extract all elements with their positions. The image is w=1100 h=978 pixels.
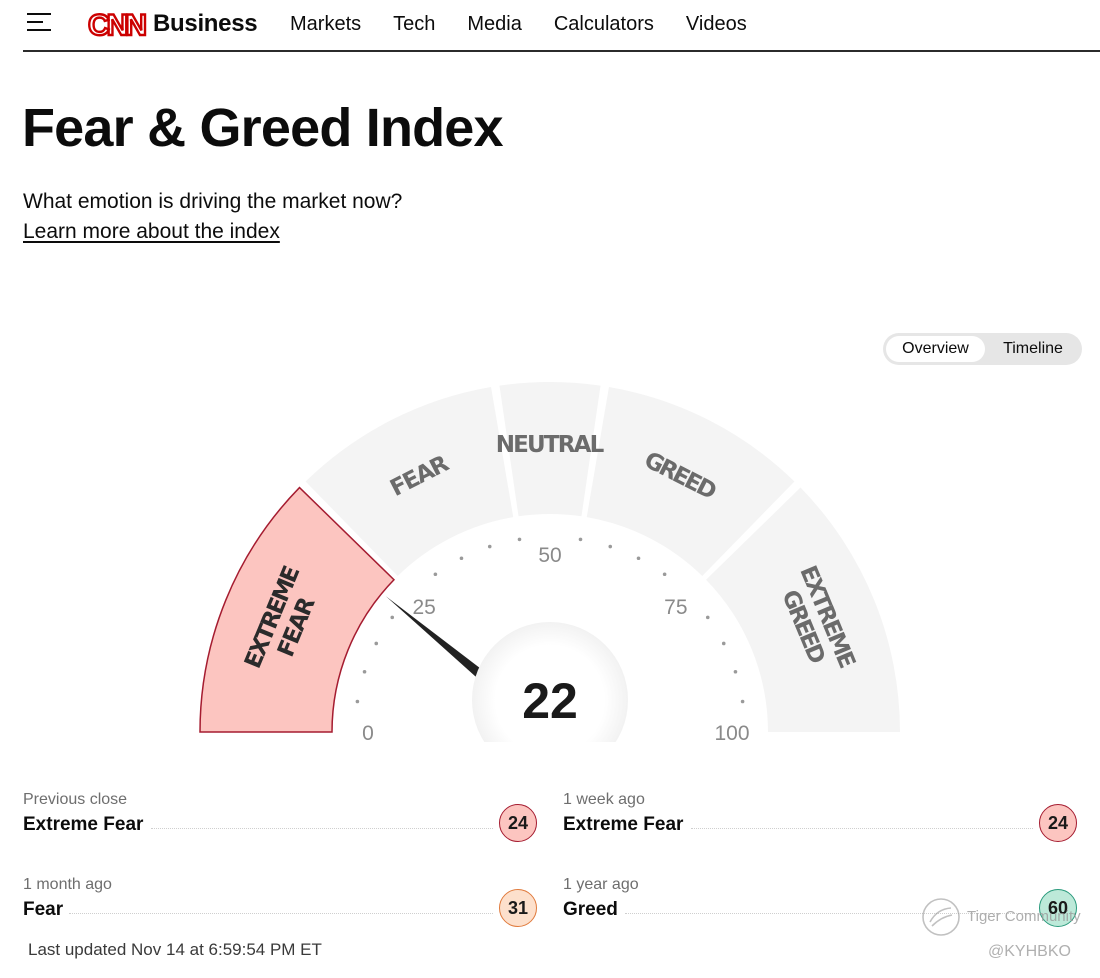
gauge-tick-label: 100 (714, 722, 749, 745)
gauge-tick-dot (733, 669, 738, 674)
brand-name: Business (153, 10, 258, 37)
fear-greed-gauge: EXTREMEFEAR FEAR NEUTRAL GREED EXTREMEGREED … (150, 370, 950, 760)
history-value-badge: 24 (1039, 804, 1077, 842)
gauge-tick-label: 25 (412, 596, 435, 619)
history-label: 1 week ago (563, 791, 645, 808)
tab-overview[interactable]: Overview (886, 336, 985, 362)
gauge-segment-fear (305, 387, 514, 576)
history-status: Greed (563, 899, 618, 920)
cnn-business-logo[interactable]: CNN Business (87, 9, 258, 39)
history-1-month-ago: 1 month ago Fear 31 (23, 875, 537, 931)
gauge-tick-dot (374, 641, 379, 646)
nav-videos[interactable]: Videos (685, 13, 747, 35)
dotted-divider (625, 913, 1033, 914)
page-title: Fear & Greed Index (22, 98, 504, 158)
history-status: Extreme Fear (23, 814, 144, 835)
nav-media[interactable]: Media (467, 13, 522, 35)
dotted-divider (691, 828, 1033, 829)
gauge-segment-greed (586, 387, 795, 576)
gauge-tick-dot (517, 537, 522, 542)
history-value-badge: 31 (499, 889, 537, 927)
gauge-segment-extreme-fear (199, 486, 396, 733)
gauge-center-hub (472, 622, 628, 760)
history-value-badge: 24 (499, 804, 537, 842)
gauge-segment-label: NEUTRAL (496, 432, 605, 458)
view-toggle: Overview Timeline (883, 333, 1082, 365)
history-value-badge: 60 (1039, 889, 1077, 927)
nav-tech[interactable]: Tech (393, 13, 436, 35)
dotted-divider (69, 913, 493, 914)
cnn-logo-icon: CNN (87, 9, 149, 39)
gauge-segment-extreme-greed (706, 487, 900, 732)
gauge-chart: EXTREMEFEARFEARNEUTRALGREEDEXTREMEGREED … (199, 382, 900, 760)
menu-icon[interactable] (27, 11, 51, 33)
gauge-tick-dot (433, 572, 438, 577)
tiger-community-logo-icon (922, 898, 960, 936)
history-1-week-ago: 1 week ago Extreme Fear 24 (563, 790, 1077, 846)
nav-calculators[interactable]: Calculators (553, 13, 654, 35)
watermark-text: Tiger Community (967, 908, 1081, 925)
dotted-divider (151, 828, 493, 829)
svg-text:CNN: CNN (88, 9, 145, 39)
history-status: Extreme Fear (563, 814, 684, 835)
gauge-tick-dot (362, 669, 367, 674)
history-label: Previous close (23, 791, 128, 808)
gauge-tick-dot (608, 544, 613, 549)
gauge-tick-dot (740, 699, 745, 704)
gauge-tick-dot (578, 537, 583, 542)
gauge-tick-label: 0 (362, 722, 374, 745)
learn-more-link[interactable]: Learn more about the index (23, 220, 280, 243)
gauge-tick-dot (487, 544, 492, 549)
gauge-tick-label: 75 (664, 596, 687, 619)
gauge-tick-dot (459, 556, 464, 561)
gauge-tick-dot (636, 556, 641, 561)
gauge-tick-dot (355, 699, 360, 704)
history-label: 1 year ago (563, 876, 639, 893)
gauge-value: 22 (522, 673, 578, 729)
gauge-hub-mask (460, 742, 640, 760)
history-label: 1 month ago (23, 876, 112, 893)
gauge-tick-dot (721, 641, 726, 646)
page-subtitle: What emotion is driving the market now? (23, 190, 403, 213)
top-navigation-bar: CNN Business Markets Tech Media Calculat… (23, 0, 1100, 52)
gauge-tick-dot (705, 615, 710, 620)
nav-markets[interactable]: Markets (290, 13, 362, 35)
history-previous-close: Previous close Extreme Fear 24 (23, 790, 537, 846)
primary-nav: Markets Tech Media Calculators Videos (290, 12, 779, 36)
gauge-tick-dot (390, 615, 395, 620)
watermark-handle: @KYHBKO (988, 943, 1071, 960)
history-1-year-ago: 1 year ago Greed 60 (563, 875, 1077, 931)
gauge-tick-dot (662, 572, 667, 577)
gauge-segment-neutral (499, 382, 601, 517)
last-updated-text: Last updated Nov 14 at 6:59:54 PM ET (28, 940, 322, 959)
gauge-tick-label: 50 (538, 544, 561, 567)
history-status: Fear (23, 899, 64, 920)
tab-timeline[interactable]: Timeline (1003, 340, 1063, 357)
